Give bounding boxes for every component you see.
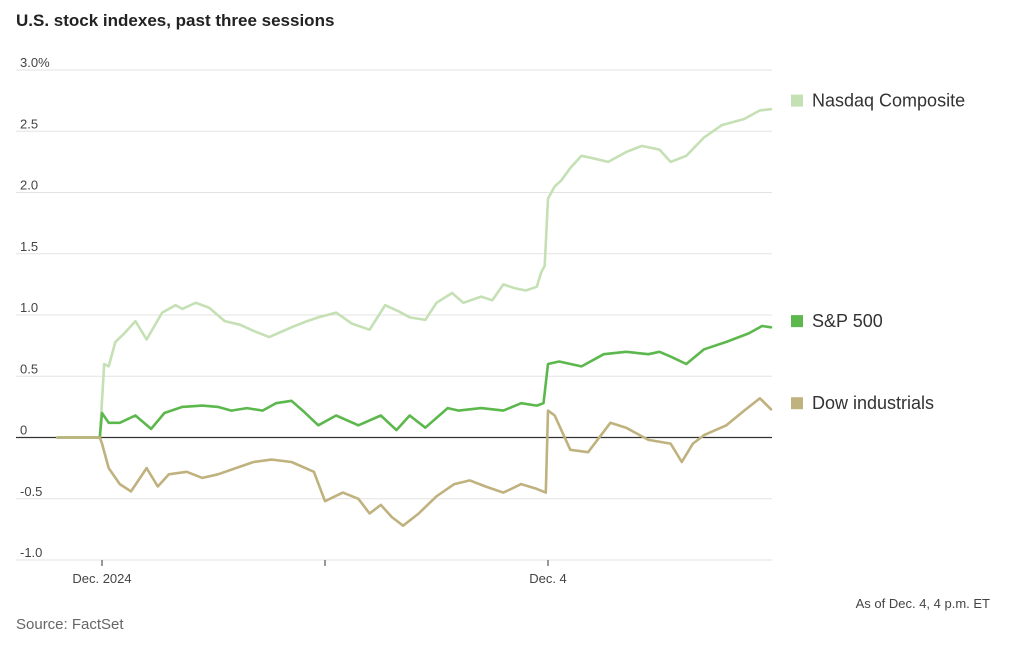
y-tick-label: 1.5 [20, 239, 38, 254]
y-tick-label: 3.0% [20, 55, 50, 70]
y-tick-label: 2.5 [20, 116, 38, 131]
legend-swatch [791, 94, 803, 107]
legend-swatch [791, 397, 803, 410]
source-credit: Source: FactSet [16, 616, 124, 633]
y-tick-label: 0.5 [20, 361, 38, 376]
x-axis-ticks: Dec. 2024 Dec. 4 [72, 560, 567, 586]
series-lines [56, 107, 773, 527]
y-tick-label: -1.0 [20, 545, 42, 560]
y-tick-label: -0.5 [20, 484, 42, 499]
x-tick-label: Dec. 4 [529, 571, 567, 586]
legend-label: Dow industrials [812, 393, 934, 413]
y-tick-label: 1.0 [20, 300, 38, 315]
y-axis-ticks: 3.0% 2.5 2.0 1.5 1.0 0.5 0 -0.5 -1.0 [20, 55, 50, 560]
x-tick-label: Dec. 2024 [72, 571, 131, 586]
legend-swatch [791, 315, 803, 328]
y-tick-label: 2.0 [20, 178, 38, 193]
legend-label: Nasdaq Composite [812, 91, 965, 111]
gridlines [16, 69, 772, 561]
series-line-2 [56, 324, 773, 439]
legend-label: S&P 500 [812, 311, 883, 331]
timestamp-note: As of Dec. 4, 4 p.m. ET [855, 596, 990, 611]
series-line-1 [56, 107, 773, 439]
legend: Nasdaq Composite S&P 500 Dow industrials [791, 91, 965, 413]
y-tick-label: 0 [20, 423, 27, 438]
chart-title: U.S. stock indexes, past three sessions [16, 11, 335, 30]
series-line-3 [56, 397, 773, 527]
